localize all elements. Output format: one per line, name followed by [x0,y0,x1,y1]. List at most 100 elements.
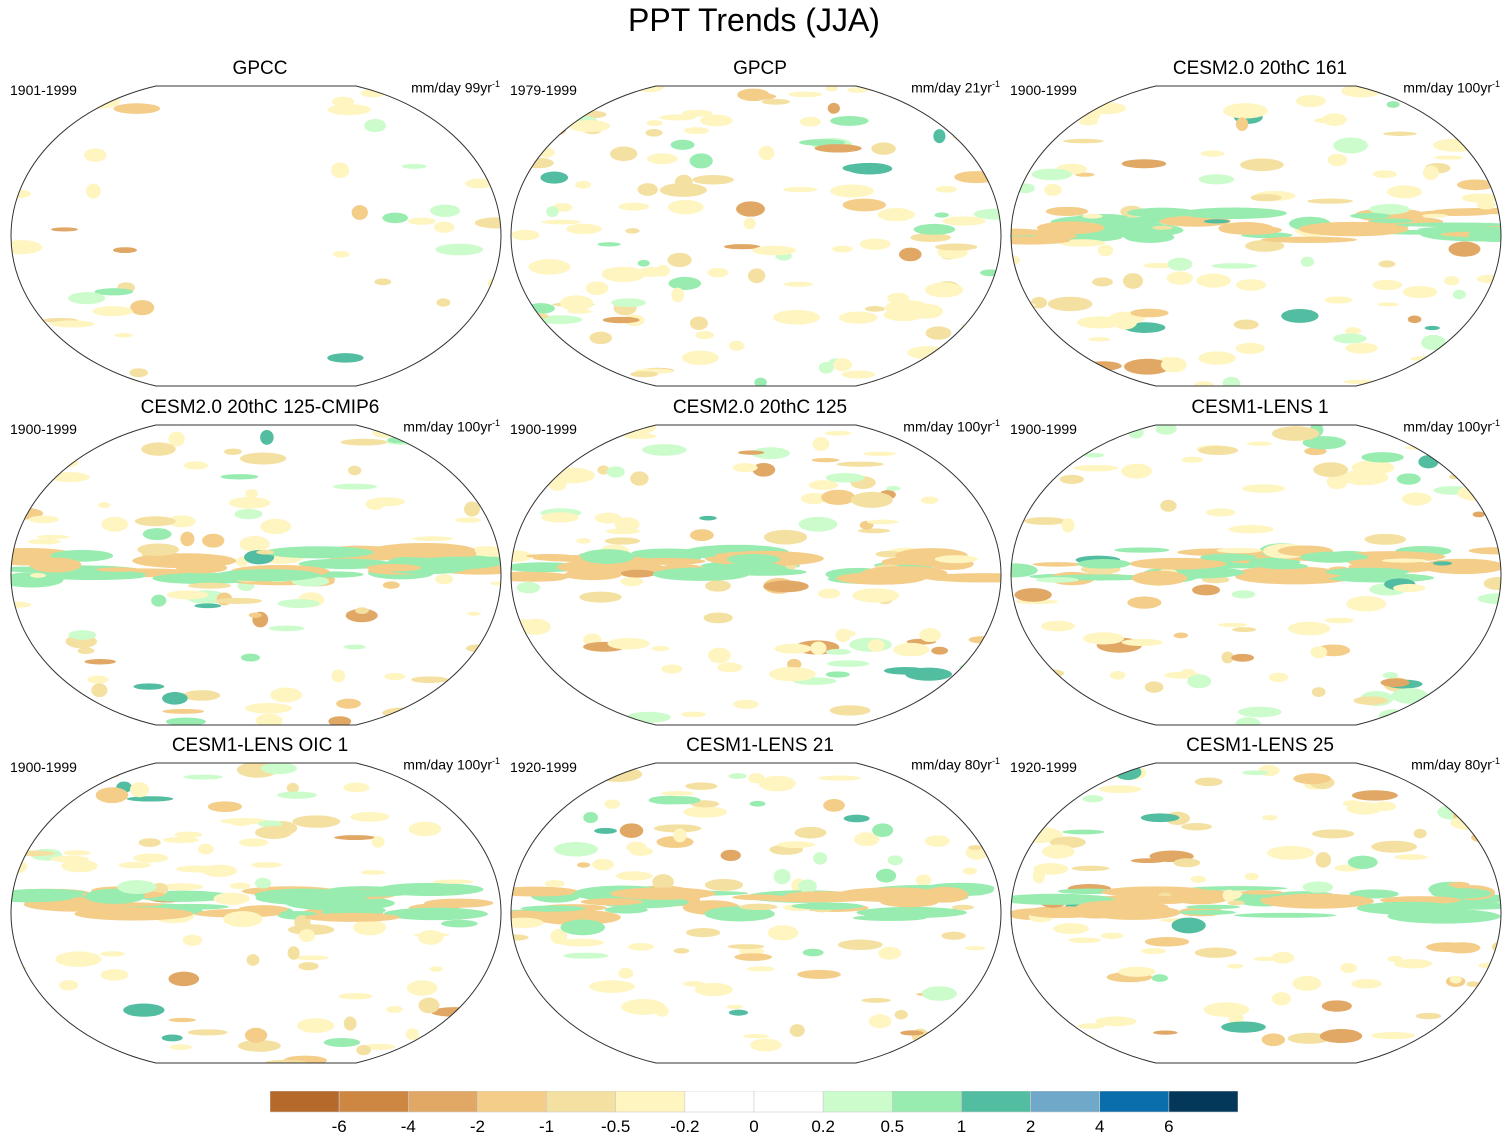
trend-contour [661,664,683,674]
trend-contour [668,276,702,290]
trend-contour [620,576,644,587]
trend-contour [260,429,274,445]
trend-contour [884,300,930,316]
trend-contour [553,86,572,98]
trend-contour [1311,829,1355,839]
trend-contour [100,969,129,981]
trend-contour [982,86,999,94]
trend-contour [1462,679,1480,691]
trend-contour [931,646,949,655]
trend-contour [344,644,366,650]
trend-contour [516,581,541,594]
trend-contour [1081,108,1101,122]
trend-contour [577,438,593,444]
trend-contour [588,980,636,993]
trend-contour [604,799,620,809]
trend-contour [1287,621,1331,636]
trend-contour [699,515,717,521]
trend-contour [1244,872,1259,881]
trend-contour [726,1004,744,1009]
trend-contour [575,180,592,189]
trend-contour [533,1015,548,1022]
trend-contour [597,465,610,475]
trend-contour [1370,1031,1416,1040]
trend-contour [1127,207,1197,218]
trend-contour [1313,462,1349,478]
trend-contour [169,1044,192,1051]
trend-contour [202,864,238,877]
trend-contour [627,942,654,951]
trend-contour [973,208,1001,220]
trend-contour [1468,227,1501,243]
trend-contour [661,791,695,796]
trend-contour [585,281,609,295]
trend-contour [726,553,781,565]
trend-contour [68,292,106,305]
trend-contour [551,88,593,93]
trend-contour [993,86,1001,94]
trend-contour [350,811,390,822]
trend-contour [554,842,598,857]
trend-contour [1404,445,1448,450]
trend-contour [946,88,989,104]
trend-contour [166,590,209,600]
trend-contour [1092,277,1113,287]
trend-contour [134,516,176,527]
panel-title: CESM2.0 20thC 125-CMIP6 [140,397,380,418]
trend-contour [1477,705,1501,714]
trend-contour [632,551,716,559]
panel-period: 1900-1999 [1010,421,1077,437]
trend-contour [525,553,573,559]
trend-contour [842,163,891,173]
trend-contour [1281,308,1319,323]
trend-contour [787,658,802,670]
colorbar-tick-label: 1 [956,1117,967,1136]
trend-contour [511,461,539,473]
trend-contour [348,465,362,476]
trend-contour [1345,342,1379,354]
trend-contour [340,438,388,446]
trend-contour [903,437,927,444]
trend-contour [11,189,31,199]
trend-contour [11,240,43,255]
panel-period: 1920-1999 [510,759,577,775]
trend-contour [1304,447,1327,456]
trend-contour [791,902,864,910]
trend-contour [1449,975,1462,984]
trend-contour [1235,342,1265,354]
trend-contour [1261,893,1375,909]
trend-contour [1189,886,1288,891]
trend-contour [824,430,852,436]
trend-contour [935,185,957,193]
trend-contour [1383,131,1417,136]
trend-contour [168,515,196,528]
trend-contour [887,855,904,866]
map-panel: CESM1-LENS 1 1900-1999 mm/day 100yr-1 [1010,397,1508,727]
trend-contour [1194,381,1214,386]
trend-contour [374,278,392,286]
trend-contour [37,705,58,715]
trend-contour [1011,893,1114,905]
trend-contour [747,268,766,284]
trend-contour [576,538,591,544]
trend-contour [798,879,817,893]
trend-contour [74,93,121,109]
trend-contour [910,233,952,243]
trend-contour [681,109,713,117]
trend-contour [1114,764,1142,781]
trend-contour [1394,854,1428,861]
trend-contour [1483,576,1501,591]
trend-contour [1246,441,1273,446]
trend-contour [1378,709,1407,724]
trend-contour [1458,711,1478,720]
trend-contour [942,216,986,226]
trend-contour [1077,558,1131,569]
map-plot [1010,424,1502,726]
trend-contour [113,247,137,254]
trend-contour [868,639,885,652]
trend-contour [850,491,893,508]
map-plot [1010,85,1502,387]
trend-contour [611,298,647,308]
trend-contour [1196,273,1231,288]
trend-contour [28,515,59,524]
